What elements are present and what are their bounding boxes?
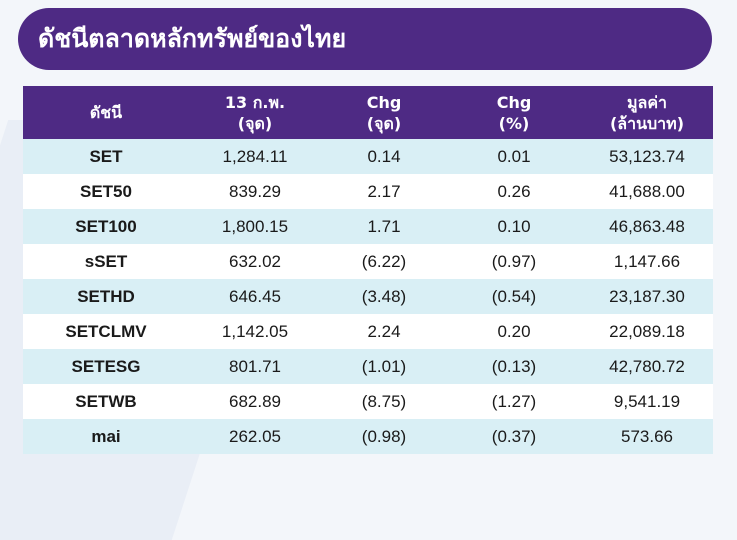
page-title: ดัชนีตลาดหลักทรัพย์ของไทย bbox=[38, 24, 347, 53]
cell-change-percent: (0.37) bbox=[447, 419, 581, 454]
cell-index: sSET bbox=[23, 244, 189, 279]
table-row: SET50 839.29 2.17 0.26 41,688.00 bbox=[23, 174, 713, 209]
cell-change-percent: 0.01 bbox=[447, 139, 581, 174]
table-row: SETCLMV 1,142.05 2.24 0.20 22,089.18 bbox=[23, 314, 713, 349]
cell-value: 22,089.18 bbox=[581, 314, 713, 349]
table-row: SET 1,284.11 0.14 0.01 53,123.74 bbox=[23, 139, 713, 174]
cell-change-points: (8.75) bbox=[321, 384, 447, 419]
cell-close: 801.71 bbox=[189, 349, 321, 384]
cell-change-points: 0.14 bbox=[321, 139, 447, 174]
header-close: 13 ก.พ. (จุด) bbox=[189, 86, 321, 139]
header-change-points: Chg (จุด) bbox=[321, 86, 447, 139]
header-change-percent-unit: (%) bbox=[498, 113, 530, 133]
header-change-points-unit: (จุด) bbox=[366, 113, 402, 133]
cell-close: 646.45 bbox=[189, 279, 321, 314]
header-change-percent: Chg (%) bbox=[447, 86, 581, 139]
cell-change-points: (3.48) bbox=[321, 279, 447, 314]
cell-index: SET100 bbox=[23, 209, 189, 244]
cell-change-percent: 0.20 bbox=[447, 314, 581, 349]
cell-index: SET bbox=[23, 139, 189, 174]
table-header-row: ดัชนี 13 ก.พ. (จุด) Chg (จุด) Chg (%) มู… bbox=[23, 86, 713, 139]
header-index: ดัชนี bbox=[23, 86, 189, 139]
table-row: SETHD 646.45 (3.48) (0.54) 23,187.30 bbox=[23, 279, 713, 314]
cell-close: 632.02 bbox=[189, 244, 321, 279]
cell-value: 41,688.00 bbox=[581, 174, 713, 209]
header-value-unit: (ล้านบาท) bbox=[609, 113, 685, 133]
cell-close: 1,800.15 bbox=[189, 209, 321, 244]
header-close-label: 13 ก.พ. bbox=[224, 92, 286, 112]
cell-value: 9,541.19 bbox=[581, 384, 713, 419]
cell-change-percent: (0.54) bbox=[447, 279, 581, 314]
cell-index: mai bbox=[23, 419, 189, 454]
cell-close: 839.29 bbox=[189, 174, 321, 209]
header-value: มูลค่า (ล้านบาท) bbox=[581, 86, 713, 139]
cell-value: 53,123.74 bbox=[581, 139, 713, 174]
cell-index: SETCLMV bbox=[23, 314, 189, 349]
title-banner: ดัชนีตลาดหลักทรัพย์ของไทย bbox=[18, 8, 712, 70]
cell-change-points: 2.24 bbox=[321, 314, 447, 349]
cell-close: 262.05 bbox=[189, 419, 321, 454]
table-row: sSET 632.02 (6.22) (0.97) 1,147.66 bbox=[23, 244, 713, 279]
cell-close: 1,142.05 bbox=[189, 314, 321, 349]
cell-change-percent: (0.97) bbox=[447, 244, 581, 279]
cell-change-points: 2.17 bbox=[321, 174, 447, 209]
cell-index: SETHD bbox=[23, 279, 189, 314]
cell-close: 1,284.11 bbox=[189, 139, 321, 174]
cell-change-points: 1.71 bbox=[321, 209, 447, 244]
cell-close: 682.89 bbox=[189, 384, 321, 419]
header-change-percent-label: Chg bbox=[496, 92, 532, 112]
table-row: SETESG 801.71 (1.01) (0.13) 42,780.72 bbox=[23, 349, 713, 384]
cell-index: SETWB bbox=[23, 384, 189, 419]
cell-change-points: (1.01) bbox=[321, 349, 447, 384]
index-table: ดัชนี 13 ก.พ. (จุด) Chg (จุด) Chg (%) มู… bbox=[23, 86, 713, 454]
cell-change-percent: (0.13) bbox=[447, 349, 581, 384]
cell-change-points: (0.98) bbox=[321, 419, 447, 454]
header-change-points-label: Chg bbox=[366, 92, 402, 112]
header-close-unit: (จุด) bbox=[237, 113, 273, 133]
cell-value: 42,780.72 bbox=[581, 349, 713, 384]
cell-change-percent: (1.27) bbox=[447, 384, 581, 419]
cell-change-percent: 0.26 bbox=[447, 174, 581, 209]
table-row: SETWB 682.89 (8.75) (1.27) 9,541.19 bbox=[23, 384, 713, 419]
header-value-label: มูลค่า bbox=[626, 92, 668, 112]
table-row: SET100 1,800.15 1.71 0.10 46,863.48 bbox=[23, 209, 713, 244]
cell-value: 573.66 bbox=[581, 419, 713, 454]
header-index-label: ดัชนี bbox=[89, 103, 123, 122]
cell-value: 46,863.48 bbox=[581, 209, 713, 244]
table-row: mai 262.05 (0.98) (0.37) 573.66 bbox=[23, 419, 713, 454]
cell-value: 1,147.66 bbox=[581, 244, 713, 279]
cell-change-percent: 0.10 bbox=[447, 209, 581, 244]
cell-change-points: (6.22) bbox=[321, 244, 447, 279]
cell-index: SET50 bbox=[23, 174, 189, 209]
cell-index: SETESG bbox=[23, 349, 189, 384]
cell-value: 23,187.30 bbox=[581, 279, 713, 314]
